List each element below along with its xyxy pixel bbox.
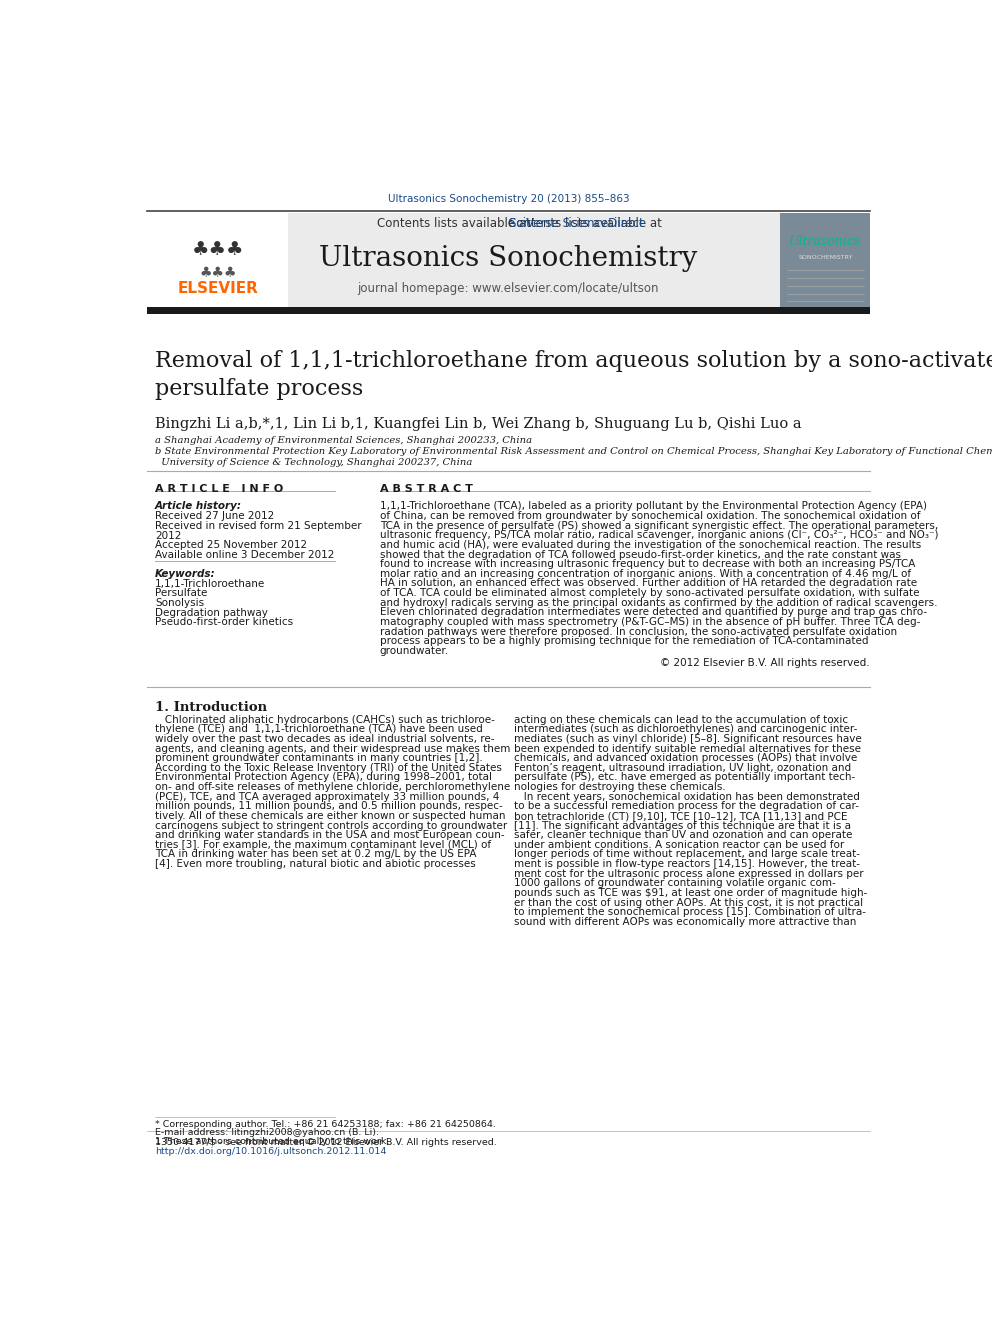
Text: http://dx.doi.org/10.1016/j.ultsonch.2012.11.014: http://dx.doi.org/10.1016/j.ultsonch.201… xyxy=(155,1147,386,1156)
Text: E-mail address: litingzhi2008@yahoo.cn (B. Li).: E-mail address: litingzhi2008@yahoo.cn (… xyxy=(155,1129,379,1138)
Text: tively. All of these chemicals are either known or suspected human: tively. All of these chemicals are eithe… xyxy=(155,811,506,822)
Text: a Shanghai Academy of Environmental Sciences, Shanghai 200233, China: a Shanghai Academy of Environmental Scie… xyxy=(155,437,532,445)
Text: 1,1,1-Trichloroethane: 1,1,1-Trichloroethane xyxy=(155,578,265,589)
Text: safer, cleaner technique than UV and ozonation and can operate: safer, cleaner technique than UV and ozo… xyxy=(514,831,852,840)
Text: of China, can be removed from groundwater by sonochemical oxidation. The sonoche: of China, can be removed from groundwate… xyxy=(380,511,921,521)
Text: of TCA. TCA could be eliminated almost completely by sono-activated persulfate o: of TCA. TCA could be eliminated almost c… xyxy=(380,587,920,598)
Text: mediates (such as vinyl chloride) [5–8]. Significant resources have: mediates (such as vinyl chloride) [5–8].… xyxy=(514,734,862,744)
Text: TCA in the presence of persulfate (PS) showed a significant synergistic effect. : TCA in the presence of persulfate (PS) s… xyxy=(380,521,938,531)
Text: ultrasonic frequency, PS/TCA molar ratio, radical scavenger, inorganic anions (C: ultrasonic frequency, PS/TCA molar ratio… xyxy=(380,531,938,540)
Text: Keywords:: Keywords: xyxy=(155,569,215,578)
Text: ELSEVIER: ELSEVIER xyxy=(178,280,258,295)
Text: Ultrasonics: Ultrasonics xyxy=(790,235,861,249)
Text: and drinking water standards in the USA and most European coun-: and drinking water standards in the USA … xyxy=(155,831,505,840)
Text: Contents lists available at: Contents lists available at xyxy=(509,217,666,230)
Bar xyxy=(147,307,870,315)
Text: In recent years, sonochemical oxidation has been demonstrated: In recent years, sonochemical oxidation … xyxy=(514,791,860,802)
Text: Persulfate: Persulfate xyxy=(155,589,207,598)
Text: Chlorinated aliphatic hydrocarbons (CAHCs) such as trichloroe-: Chlorinated aliphatic hydrocarbons (CAHC… xyxy=(155,714,495,725)
Text: Bingzhi Li a,b,*,1, Lin Li b,1, Kuangfei Lin b, Wei Zhang b, Shuguang Lu b, Qish: Bingzhi Li a,b,*,1, Lin Li b,1, Kuangfei… xyxy=(155,417,802,431)
Text: 1 These authors contributed equally to this work.: 1 These authors contributed equally to t… xyxy=(155,1136,390,1146)
Text: found to increase with increasing ultrasonic frequency but to decrease with both: found to increase with increasing ultras… xyxy=(380,560,916,569)
Text: matography coupled with mass spectrometry (P&T-GC–MS) in the absence of pH buffe: matography coupled with mass spectrometr… xyxy=(380,617,921,627)
Text: sound with different AOPs was economically more attractive than: sound with different AOPs was economical… xyxy=(514,917,856,927)
Text: molar ratio and an increasing concentration of inorganic anions. With a concentr: molar ratio and an increasing concentrat… xyxy=(380,569,911,578)
Text: A B S T R A C T: A B S T R A C T xyxy=(380,484,472,493)
Text: er than the cost of using other AOPs. At this cost, it is not practical: er than the cost of using other AOPs. At… xyxy=(514,897,863,908)
Text: tries [3]. For example, the maximum contaminant level (MCL) of: tries [3]. For example, the maximum cont… xyxy=(155,840,491,849)
Text: Accepted 25 November 2012: Accepted 25 November 2012 xyxy=(155,540,308,550)
Text: TCA in drinking water has been set at 0.2 mg/L by the US EPA: TCA in drinking water has been set at 0.… xyxy=(155,849,476,860)
Text: Received in revised form 21 September: Received in revised form 21 September xyxy=(155,521,362,531)
Bar xyxy=(147,213,289,307)
Text: intermediates (such as dichloroethylenes) and carcinogenic inter-: intermediates (such as dichloroethylenes… xyxy=(514,724,857,734)
Text: bon tetrachloride (CT) [9,10], TCE [10–12], TCA [11,13] and PCE: bon tetrachloride (CT) [9,10], TCE [10–1… xyxy=(514,811,847,822)
Text: HA in solution, an enhanced effect was observed. Further addition of HA retarded: HA in solution, an enhanced effect was o… xyxy=(380,578,917,589)
Text: [11]. The significant advantages of this technique are that it is a: [11]. The significant advantages of this… xyxy=(514,820,851,831)
Text: on- and off-site releases of methylene chloride, perchloromethylene: on- and off-site releases of methylene c… xyxy=(155,782,510,792)
Text: (PCE), TCE, and TCA averaged approximately 33 million pounds, 4: (PCE), TCE, and TCA averaged approximate… xyxy=(155,791,499,802)
Text: Ultrasonics Sonochemistry: Ultrasonics Sonochemistry xyxy=(319,245,697,273)
Text: pounds such as TCE was $91, at least one order of magnitude high-: pounds such as TCE was $91, at least one… xyxy=(514,888,867,898)
Text: * Corresponding author. Tel.: +86 21 64253188; fax: +86 21 64250864.: * Corresponding author. Tel.: +86 21 642… xyxy=(155,1119,496,1129)
Text: Degradation pathway: Degradation pathway xyxy=(155,607,268,618)
Text: 1. Introduction: 1. Introduction xyxy=(155,701,267,714)
Text: to implement the sonochemical process [15]. Combination of ultra-: to implement the sonochemical process [1… xyxy=(514,908,866,917)
Bar xyxy=(147,213,781,307)
Text: SONOCHEMISTRY: SONOCHEMISTRY xyxy=(799,255,852,259)
Text: ment cost for the ultrasonic process alone expressed in dollars per: ment cost for the ultrasonic process alo… xyxy=(514,869,863,878)
Text: groundwater.: groundwater. xyxy=(380,646,448,656)
Text: Contents lists available at: Contents lists available at xyxy=(377,217,535,230)
Text: showed that the degradation of TCA followed pseudo-first-order kinetics, and the: showed that the degradation of TCA follo… xyxy=(380,549,901,560)
Text: radation pathways were therefore proposed. In conclusion, the sono-activated per: radation pathways were therefore propose… xyxy=(380,627,897,636)
Text: b State Environmental Protection Key Laboratory of Environmental Risk Assessment: b State Environmental Protection Key Lab… xyxy=(155,447,992,467)
Text: ment is possible in flow-type reactors [14,15]. However, the treat-: ment is possible in flow-type reactors [… xyxy=(514,859,860,869)
Text: been expended to identify suitable remedial alternatives for these: been expended to identify suitable remed… xyxy=(514,744,861,754)
Text: Environmental Protection Agency (EPA), during 1998–2001, total: Environmental Protection Agency (EPA), d… xyxy=(155,773,492,782)
Text: ♣♣♣: ♣♣♣ xyxy=(191,239,244,259)
Text: Received 27 June 2012: Received 27 June 2012 xyxy=(155,512,274,521)
Text: chemicals, and advanced oxidation processes (AOPs) that involve: chemicals, and advanced oxidation proces… xyxy=(514,753,857,763)
Text: persulfate (PS), etc. have emerged as potentially important tech-: persulfate (PS), etc. have emerged as po… xyxy=(514,773,855,782)
Text: Available online 3 December 2012: Available online 3 December 2012 xyxy=(155,550,334,560)
Text: Article history:: Article history: xyxy=(155,501,242,512)
Text: million pounds, 11 million pounds, and 0.5 million pounds, respec-: million pounds, 11 million pounds, and 0… xyxy=(155,802,503,811)
Text: widely over the past two decades as ideal industrial solvents, re-: widely over the past two decades as idea… xyxy=(155,734,494,744)
Text: journal homepage: www.elsevier.com/locate/ultson: journal homepage: www.elsevier.com/locat… xyxy=(358,282,659,295)
Text: process appears to be a highly promising technique for the remediation of TCA-co: process appears to be a highly promising… xyxy=(380,636,868,646)
Text: to be a successful remediation process for the degradation of car-: to be a successful remediation process f… xyxy=(514,802,859,811)
Text: Pseudo-first-order kinetics: Pseudo-first-order kinetics xyxy=(155,618,293,627)
Text: carcinogens subject to stringent controls according to groundwater: carcinogens subject to stringent control… xyxy=(155,820,507,831)
Text: Eleven chlorinated degradation intermediates were detected and quantified by pur: Eleven chlorinated degradation intermedi… xyxy=(380,607,927,618)
Text: agents, and cleaning agents, and their widespread use makes them: agents, and cleaning agents, and their w… xyxy=(155,744,510,754)
Text: and hydroxyl radicals serving as the principal oxidants as confirmed by the addi: and hydroxyl radicals serving as the pri… xyxy=(380,598,937,607)
Text: prominent groundwater contaminants in many countries [1,2].: prominent groundwater contaminants in ma… xyxy=(155,753,483,763)
Text: thylene (TCE) and  1,1,1-trichloroethane (TCA) have been used: thylene (TCE) and 1,1,1-trichloroethane … xyxy=(155,724,483,734)
Text: Sonolysis: Sonolysis xyxy=(155,598,204,609)
Text: A R T I C L E   I N F O: A R T I C L E I N F O xyxy=(155,484,284,493)
Bar xyxy=(781,213,870,307)
Text: 1000 gallons of groundwater containing volatile organic com-: 1000 gallons of groundwater containing v… xyxy=(514,878,835,888)
Text: 1,1,1-Trichloroethane (TCA), labeled as a priority pollutant by the Environmenta: 1,1,1-Trichloroethane (TCA), labeled as … xyxy=(380,501,927,512)
Text: Removal of 1,1,1-trichloroethane from aqueous solution by a sono-activated
persu: Removal of 1,1,1-trichloroethane from aq… xyxy=(155,349,992,400)
Text: SciVerse ScienceDirect: SciVerse ScienceDirect xyxy=(509,217,644,230)
Text: Ultrasonics Sonochemistry 20 (2013) 855–863: Ultrasonics Sonochemistry 20 (2013) 855–… xyxy=(388,193,629,204)
Text: ♣♣♣: ♣♣♣ xyxy=(199,266,236,279)
Text: longer periods of time without replacement, and large scale treat-: longer periods of time without replaceme… xyxy=(514,849,860,860)
Text: 2012: 2012 xyxy=(155,531,182,541)
Text: under ambient conditions. A sonication reactor can be used for: under ambient conditions. A sonication r… xyxy=(514,840,844,849)
Text: [4]. Even more troubling, natural biotic and abiotic processes: [4]. Even more troubling, natural biotic… xyxy=(155,859,476,869)
Text: © 2012 Elsevier B.V. All rights reserved.: © 2012 Elsevier B.V. All rights reserved… xyxy=(660,659,870,668)
Text: and humic acid (HA), were evaluated during the investigation of the sonochemical: and humic acid (HA), were evaluated duri… xyxy=(380,540,921,550)
Text: According to the Toxic Release Inventory (TRI) of the United States: According to the Toxic Release Inventory… xyxy=(155,763,502,773)
Text: Fenton’s reagent, ultrasound irradiation, UV light, ozonation and: Fenton’s reagent, ultrasound irradiation… xyxy=(514,763,851,773)
Text: 1350-4177/$ - see front matter © 2012 Elsevier B.V. All rights reserved.: 1350-4177/$ - see front matter © 2012 El… xyxy=(155,1138,497,1147)
Text: nologies for destroying these chemicals.: nologies for destroying these chemicals. xyxy=(514,782,725,792)
Text: acting on these chemicals can lead to the accumulation of toxic: acting on these chemicals can lead to th… xyxy=(514,714,848,725)
